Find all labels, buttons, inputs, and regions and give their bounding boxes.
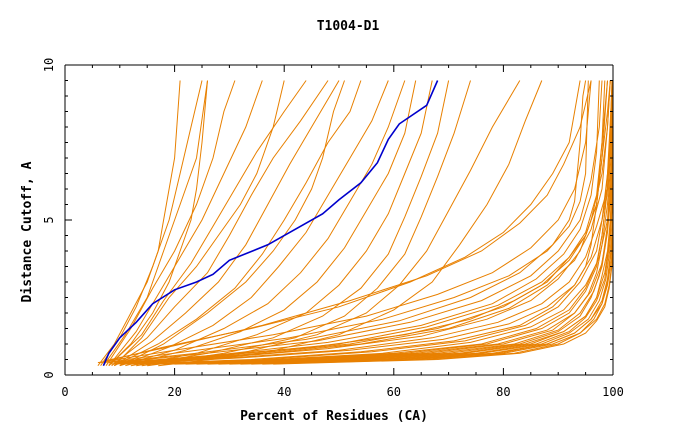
series-line-18 <box>108 80 208 367</box>
series-line-10 <box>119 80 389 367</box>
chart-title: T1004-D1 <box>317 19 380 34</box>
series-line-13 <box>130 80 433 367</box>
x-tick-label: 20 <box>167 385 181 399</box>
series-line-12 <box>125 80 417 367</box>
series-line-9 <box>114 80 362 367</box>
series-line-48 <box>114 80 603 364</box>
series-line-4 <box>105 80 236 366</box>
series-layer <box>97 80 614 367</box>
highlight-series-line <box>102 80 439 367</box>
series-line-40 <box>251 232 614 365</box>
y-tick-label: 0 <box>42 371 56 378</box>
x-tick-label: 0 <box>61 385 68 399</box>
series-line-52 <box>136 80 611 364</box>
series-line-19 <box>113 80 285 367</box>
series-line-7 <box>111 80 329 367</box>
x-ticks-layer: 0 20 40 60 80 100 <box>61 385 623 399</box>
series-line-45 <box>108 80 587 364</box>
x-tick-label: 100 <box>602 385 624 399</box>
x-tick-label: 80 <box>496 385 510 399</box>
series-line-8 <box>114 80 340 367</box>
series-line-49 <box>119 80 600 364</box>
axes-layer <box>64 64 614 376</box>
series-line-26 <box>136 80 614 365</box>
series-line-17 <box>158 80 543 367</box>
series-line-46 <box>100 80 581 364</box>
highlight-layer <box>102 80 439 367</box>
series-line-28 <box>147 80 614 365</box>
y-ticks-layer: 0 5 10 <box>42 58 56 379</box>
x-tick-label: 60 <box>387 385 401 399</box>
x-axis-title: Percent of Residues (CA) <box>240 409 428 424</box>
series-line-16 <box>147 80 521 367</box>
series-line-42 <box>273 250 614 365</box>
series-line-47 <box>103 80 592 362</box>
series-line-31 <box>163 80 614 365</box>
series-line-14 <box>136 80 450 367</box>
series-line-6 <box>108 80 307 367</box>
series-line-51 <box>130 80 611 364</box>
series-line-50 <box>125 80 606 364</box>
series-line-39 <box>240 219 614 365</box>
series-line-29 <box>152 80 614 365</box>
y-tick-label: 5 <box>42 216 56 223</box>
series-line-44 <box>103 80 589 364</box>
series-line-5 <box>108 80 263 367</box>
series-line-20 <box>119 80 345 367</box>
y-axis-title: Distance Cutoff, A <box>20 161 35 302</box>
series-line-3 <box>102 80 208 366</box>
series-line-33 <box>174 95 614 365</box>
series-line-2 <box>100 80 203 366</box>
x-tick-label: 40 <box>277 385 291 399</box>
series-line-27 <box>141 80 614 365</box>
y-tick-label: 10 <box>42 58 56 72</box>
series-line-22 <box>114 80 611 365</box>
series-line-43 <box>97 80 592 364</box>
